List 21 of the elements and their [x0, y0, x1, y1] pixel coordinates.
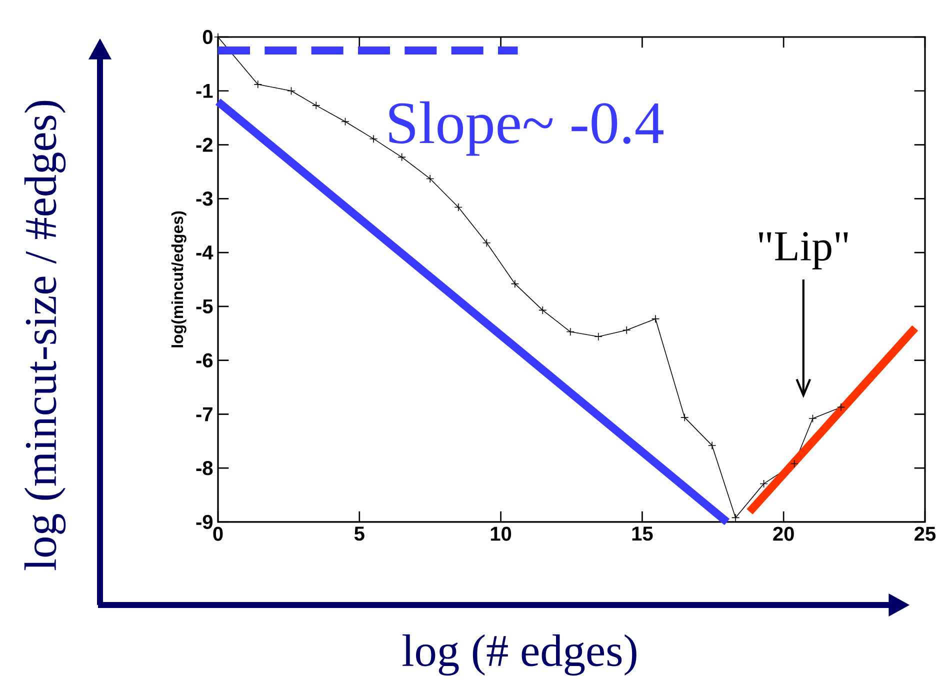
x-tick-label: 5: [354, 526, 364, 541]
x-tick-label: 0: [213, 526, 223, 541]
y-tick-label: -9: [196, 514, 213, 530]
annotation: "Lip": [759, 232, 848, 270]
y-tick-label: -8: [196, 461, 213, 476]
y-tick-label: -5: [196, 299, 213, 314]
x-tick-label: 15: [632, 526, 653, 541]
y-tick-label: -4: [196, 246, 214, 260]
y-tick-label: -6: [196, 353, 213, 368]
y-tick-label: -1: [196, 84, 213, 98]
y-tick-label: 0: [202, 30, 212, 44]
x-tick-label: 25: [914, 526, 936, 541]
y-tick-label: -2: [196, 138, 212, 152]
x-tick-label: 20: [773, 526, 794, 541]
y-tick-label: -3: [196, 192, 213, 206]
annotation: Slope~ -0.4: [389, 101, 664, 156]
y-axis-title: log(mincut/edges): [171, 211, 186, 348]
y-tick-label: -7: [196, 407, 212, 422]
x-tick-label: 10: [490, 526, 512, 541]
text: log (mincut-size / #edges): [24, 100, 66, 570]
x-axis-title: log (# edges): [402, 634, 636, 676]
